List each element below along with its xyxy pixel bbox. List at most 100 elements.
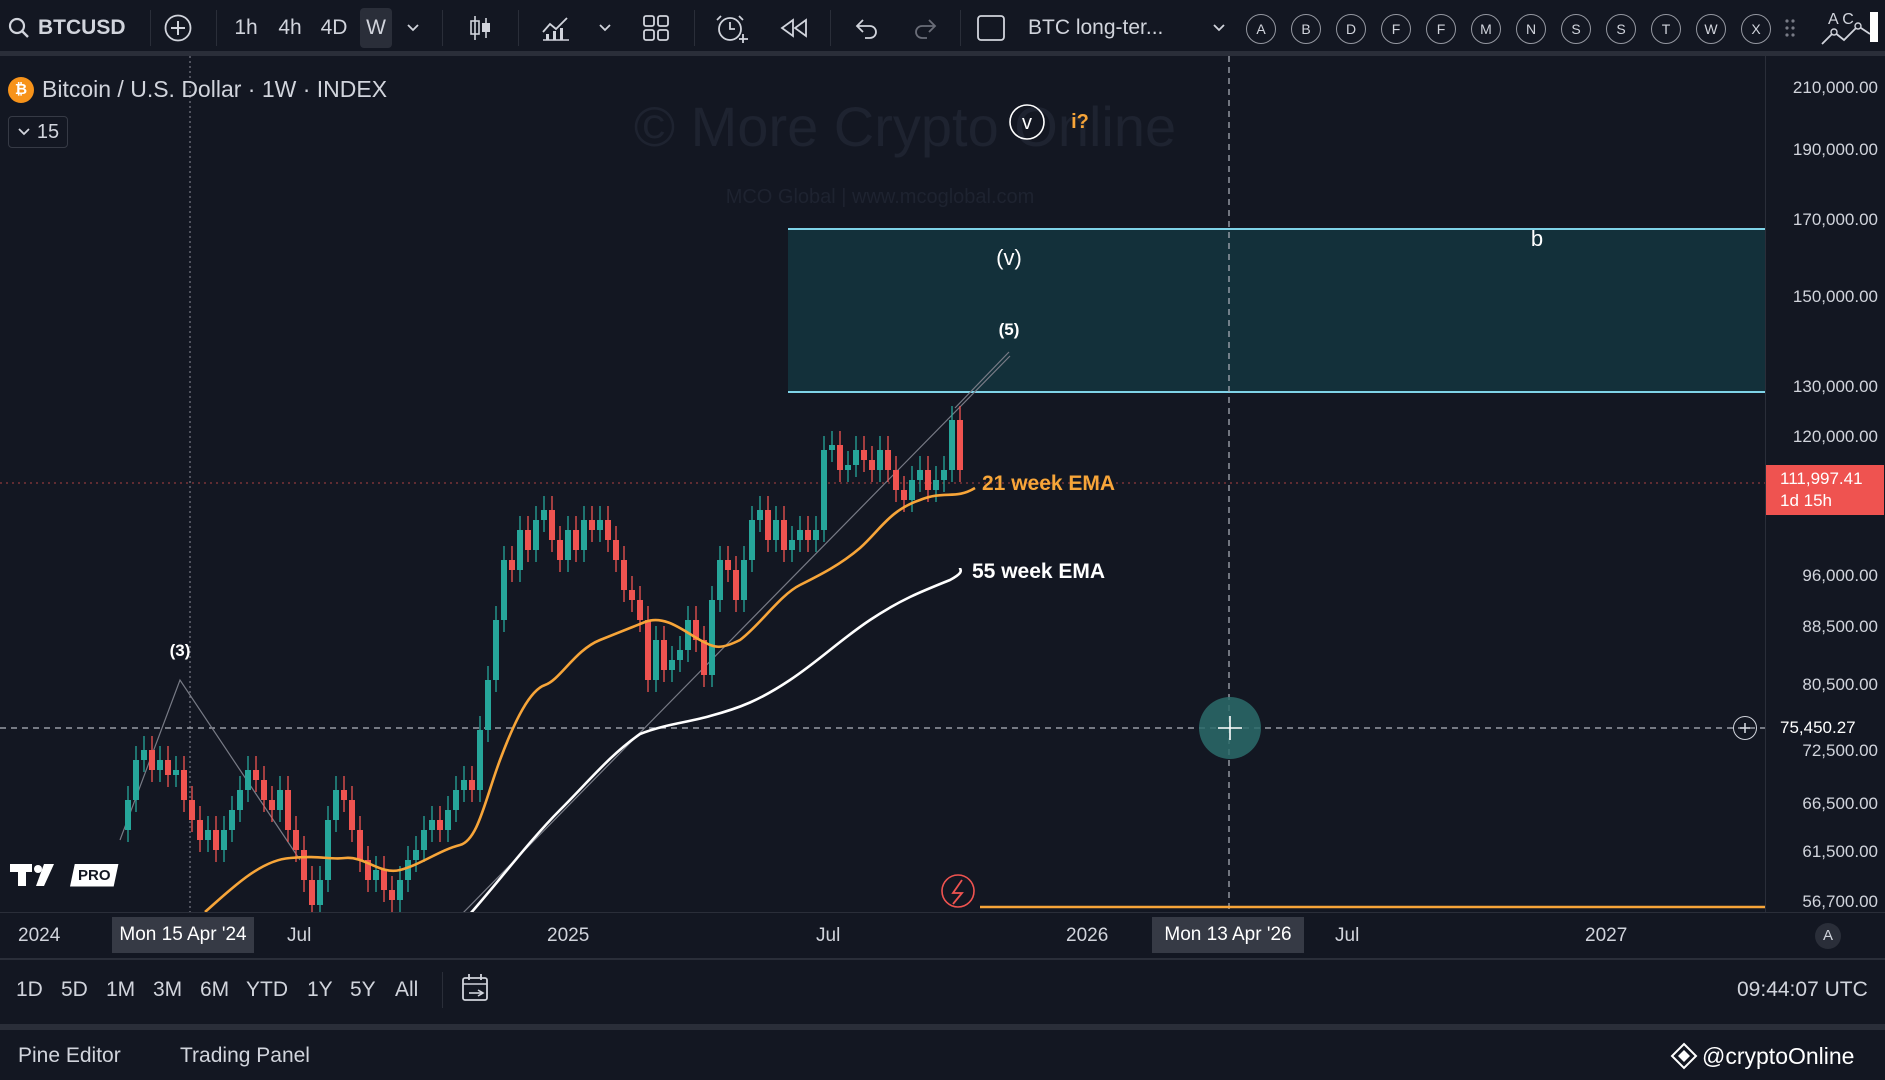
candle-body[interactable] xyxy=(469,780,475,790)
candle-body[interactable] xyxy=(805,530,811,540)
utc-clock[interactable]: 09:44:07 UTC xyxy=(1737,978,1868,1001)
layout-dropdown-icon[interactable] xyxy=(1206,8,1232,48)
candle-body[interactable] xyxy=(293,830,299,850)
candle-body[interactable] xyxy=(837,445,843,470)
indicators-icon[interactable] xyxy=(536,8,576,48)
candles-chart-type-icon[interactable] xyxy=(460,8,500,48)
candle-body[interactable] xyxy=(197,820,203,840)
candle-body[interactable] xyxy=(725,560,731,570)
candle-body[interactable] xyxy=(909,480,915,500)
candle-body[interactable] xyxy=(205,830,211,840)
candle-body[interactable] xyxy=(221,830,227,850)
ema-21-line[interactable] xyxy=(204,486,976,913)
range-5y[interactable]: 5Y xyxy=(350,978,376,1001)
trading-panel-tab[interactable]: Trading Panel xyxy=(180,1044,310,1067)
candle-body[interactable] xyxy=(173,770,179,775)
alpha-button-s1[interactable]: S xyxy=(1561,14,1591,44)
candle-body[interactable] xyxy=(605,520,611,540)
alpha-button-m[interactable]: M xyxy=(1471,14,1501,44)
symbol-legend[interactable]: ₿ Bitcoin / U.S. Dollar · 1W · INDEX xyxy=(8,76,387,103)
candle-body[interactable] xyxy=(213,830,219,850)
add-symbol-icon[interactable] xyxy=(160,8,196,48)
candle-body[interactable] xyxy=(525,530,531,550)
auto-scale-button[interactable]: A xyxy=(1815,923,1841,949)
candle-body[interactable] xyxy=(781,520,787,550)
alpha-button-f1[interactable]: F xyxy=(1381,14,1411,44)
chart-area[interactable]: © More Crypto Online MCO Global | www.mc… xyxy=(0,56,1885,959)
label-wave-3[interactable]: (3) xyxy=(170,641,191,660)
interval-4h[interactable]: 4h xyxy=(278,16,302,39)
time-axis[interactable]: 2024 Mon 15 Apr '24 Jul 2025 Jul 2026 Mo… xyxy=(0,912,1885,959)
candle-body[interactable] xyxy=(429,820,435,830)
candle-body[interactable] xyxy=(757,510,763,520)
candlestick-series[interactable] xyxy=(125,406,963,912)
candle-body[interactable] xyxy=(773,520,779,540)
candle-body[interactable] xyxy=(237,790,243,810)
indicators-dropdown-icon[interactable] xyxy=(592,8,618,48)
candle-body[interactable] xyxy=(421,830,427,850)
candle-body[interactable] xyxy=(877,450,883,470)
label-ema-55[interactable]: 55 week EMA xyxy=(972,560,1105,583)
range-5d[interactable]: 5D xyxy=(61,978,88,1001)
candle-body[interactable] xyxy=(349,800,355,830)
candle-body[interactable] xyxy=(245,770,251,790)
candle-body[interactable] xyxy=(253,770,259,780)
target-zone-box[interactable] xyxy=(788,229,1765,392)
candle-body[interactable] xyxy=(477,730,483,790)
range-6m[interactable]: 6M xyxy=(200,978,230,1001)
candle-body[interactable] xyxy=(557,540,563,560)
candle-body[interactable] xyxy=(637,600,643,620)
search-icon[interactable] xyxy=(4,8,34,48)
candle-body[interactable] xyxy=(661,640,667,670)
candle-body[interactable] xyxy=(509,560,515,570)
candle-body[interactable] xyxy=(405,860,411,880)
candle-body[interactable] xyxy=(125,800,131,830)
candle-body[interactable] xyxy=(149,750,155,770)
label-v-circle[interactable]: v xyxy=(1009,104,1045,140)
candle-body[interactable] xyxy=(653,640,659,680)
label-ema-21[interactable]: 21 week EMA xyxy=(982,472,1115,495)
range-1d[interactable]: 1D xyxy=(16,978,43,1001)
candle-body[interactable] xyxy=(717,560,723,600)
candle-body[interactable] xyxy=(309,880,315,905)
candle-body[interactable] xyxy=(269,800,275,810)
candle-body[interactable] xyxy=(741,560,747,600)
candle-body[interactable] xyxy=(229,810,235,830)
candle-body[interactable] xyxy=(157,760,163,770)
candle-body[interactable] xyxy=(461,780,467,790)
range-3m[interactable]: 3M xyxy=(153,978,183,1001)
ema-55-line[interactable] xyxy=(469,567,963,914)
candle-body[interactable] xyxy=(549,510,555,540)
candle-body[interactable] xyxy=(645,620,651,680)
candle-body[interactable] xyxy=(517,530,523,570)
candle-body[interactable] xyxy=(581,520,587,550)
candle-body[interactable] xyxy=(709,600,715,675)
range-ytd[interactable]: YTD xyxy=(246,978,288,1001)
range-1y[interactable]: 1Y xyxy=(307,978,333,1001)
candle-body[interactable] xyxy=(413,850,419,860)
price-axis[interactable]: 210,000.00 190,000.00 170,000.00 150,000… xyxy=(1765,56,1885,914)
layout-name[interactable]: BTC long-ter... xyxy=(1028,16,1164,39)
candle-body[interactable] xyxy=(573,530,579,550)
candle-body[interactable] xyxy=(829,445,835,450)
label-i-question[interactable]: i? xyxy=(1071,111,1089,133)
redo-icon[interactable] xyxy=(908,8,944,48)
candle-body[interactable] xyxy=(941,470,947,480)
candle-body[interactable] xyxy=(701,640,707,675)
range-all[interactable]: All xyxy=(395,978,419,1001)
candle-body[interactable] xyxy=(677,650,683,660)
candle-body[interactable] xyxy=(821,450,827,530)
candle-body[interactable] xyxy=(325,820,331,880)
candle-body[interactable] xyxy=(541,510,547,520)
candle-body[interactable] xyxy=(853,450,859,465)
candle-body[interactable] xyxy=(749,520,755,560)
alpha-button-w[interactable]: W xyxy=(1696,14,1726,44)
alpha-button-f2[interactable]: F xyxy=(1426,14,1456,44)
candle-body[interactable] xyxy=(845,465,851,470)
candle-body[interactable] xyxy=(165,760,171,775)
label-b[interactable]: b xyxy=(1531,226,1543,251)
candle-body[interactable] xyxy=(957,420,963,470)
candle-body[interactable] xyxy=(533,520,539,550)
candle-body[interactable] xyxy=(901,490,907,500)
candle-body[interactable] xyxy=(501,560,507,620)
